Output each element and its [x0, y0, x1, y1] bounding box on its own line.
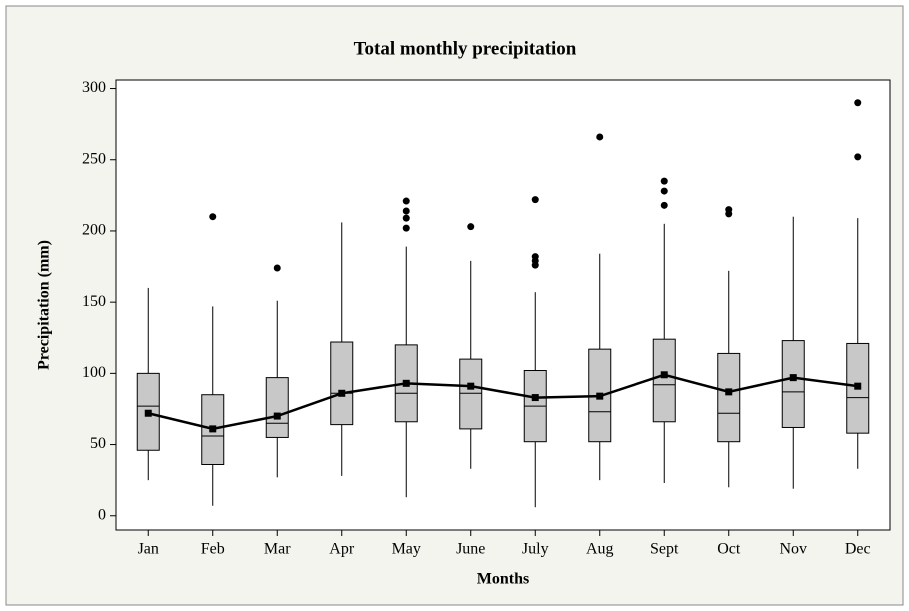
x-tick-label: Dec	[845, 541, 871, 558]
outlier	[531, 253, 539, 261]
mean-marker	[660, 371, 668, 379]
x-axis-label: Months	[477, 571, 529, 588]
x-tick-label: July	[522, 541, 549, 558]
x-tick-label: Aug	[586, 541, 614, 558]
outlier	[854, 153, 862, 161]
plot-area	[115, 79, 891, 531]
y-tick-label: 300	[82, 79, 106, 96]
box	[781, 340, 805, 428]
box	[330, 341, 354, 426]
outlier	[402, 214, 410, 222]
x-tick-label: Nov	[779, 541, 807, 558]
mean-marker	[725, 388, 733, 396]
x-tick-label: Feb	[201, 541, 225, 558]
mean-marker	[596, 392, 604, 400]
y-tick-label: 250	[82, 150, 106, 167]
box	[652, 338, 676, 423]
y-tick-label: 150	[82, 293, 106, 310]
mean-marker	[854, 382, 862, 390]
box	[717, 352, 741, 443]
outlier	[531, 196, 539, 204]
mean-marker	[209, 425, 217, 433]
outlier	[660, 177, 668, 185]
x-tick-label: Oct	[717, 541, 741, 558]
y-tick-label: 50	[90, 435, 106, 452]
mean-marker	[402, 379, 410, 387]
outlier	[273, 264, 281, 272]
outlier	[467, 223, 475, 231]
y-tick-label: 0	[98, 506, 106, 523]
x-tick-label: Apr	[329, 541, 355, 558]
outlier	[660, 187, 668, 195]
mean-line	[147, 373, 858, 431]
outlier	[725, 206, 733, 214]
outlier	[209, 213, 217, 221]
x-tick-label: Jan	[138, 541, 159, 558]
x-tick-label: May	[392, 541, 421, 558]
outlier	[402, 197, 410, 205]
y-tick-label: 100	[82, 364, 106, 381]
box	[459, 358, 483, 430]
outlier	[402, 207, 410, 215]
x-tick-label: Sept	[650, 541, 679, 558]
box	[265, 377, 289, 438]
outlier	[854, 99, 862, 107]
mean-marker	[467, 382, 475, 390]
outlier	[660, 201, 668, 209]
x-tick-label: June	[456, 541, 485, 558]
mean-marker	[144, 409, 152, 417]
x-tick-label: Mar	[264, 541, 291, 558]
mean-marker	[273, 412, 281, 420]
y-axis-label: Precipitation (mm)	[36, 240, 53, 370]
y-tick-label: 200	[82, 222, 106, 239]
outlier	[402, 224, 410, 232]
chart-title: Total monthly precipitation	[354, 38, 577, 59]
outlier	[596, 133, 604, 141]
mean-marker	[789, 374, 797, 382]
mean-marker	[338, 389, 346, 397]
mean-marker	[531, 394, 539, 402]
